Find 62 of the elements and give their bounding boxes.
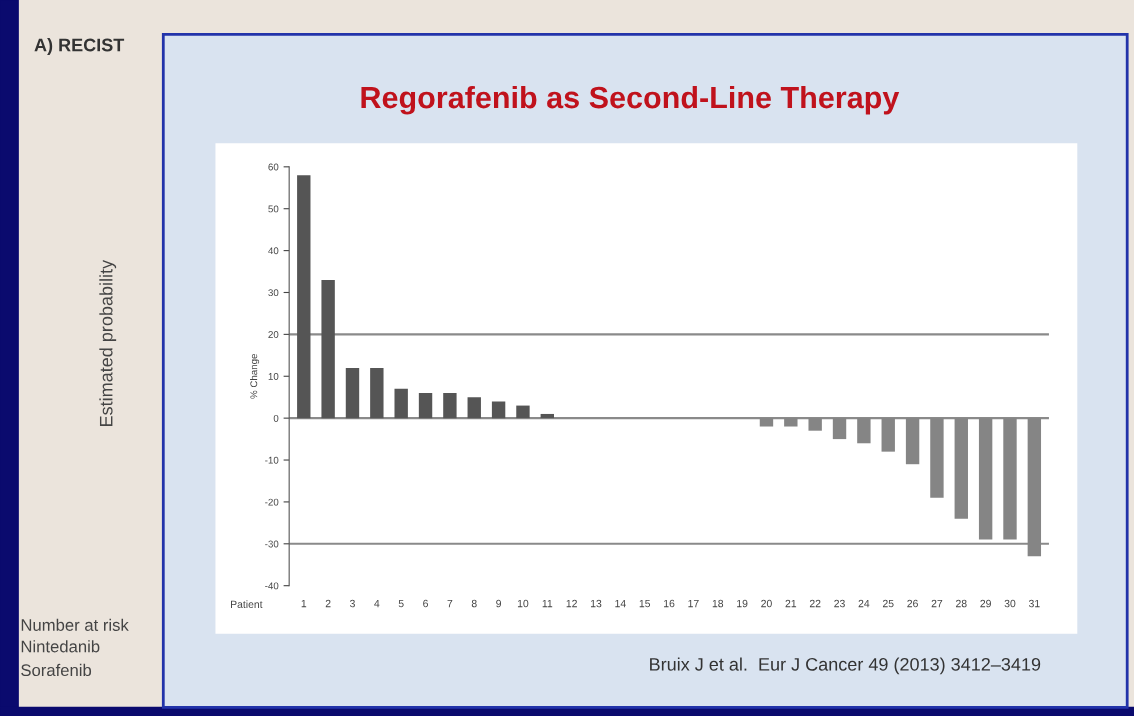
y-tick-label: -10 [265, 456, 279, 464]
bar [467, 397, 481, 419]
x-tick-label: 24 [858, 599, 870, 608]
x-tick-label: 17 [688, 599, 699, 608]
x-tick-label: 1 [301, 599, 307, 608]
y-axis-title: % Change [250, 353, 260, 399]
x-tick-label: 4 [374, 599, 380, 608]
x-tick-label: 29 [980, 599, 991, 608]
y-tick-label: 50 [268, 205, 279, 213]
x-tick-label: 7 [447, 599, 453, 608]
x-tick-label: 11 [542, 599, 553, 608]
bar [297, 175, 311, 419]
text: Number at risk [21, 618, 129, 631]
bar [370, 367, 384, 419]
y-tick-label: 40 [268, 247, 279, 255]
y-tick-label: 20 [268, 331, 279, 338]
x-tick-label: 27 [931, 599, 943, 608]
bar [540, 413, 554, 419]
bar [516, 405, 530, 419]
x-tick-label: 18 [712, 599, 724, 608]
bar [394, 388, 408, 419]
y-tick-label: 60 [268, 163, 279, 171]
x-tick-label: 6 [423, 599, 428, 608]
x-tick-label: 13 [591, 599, 602, 608]
text: Estimated probability [99, 259, 117, 426]
x-tick-label: 28 [956, 599, 967, 608]
y-tick-label: 0 [273, 414, 279, 422]
x-axis-title: Patient [231, 600, 263, 608]
x-tick-label: 21 [785, 599, 797, 608]
x-tick-label: 10 [517, 599, 529, 608]
text: Sorafenib [21, 663, 92, 677]
x-tick-label: 3 [349, 599, 355, 608]
x-tick-label: 20 [761, 599, 772, 608]
x-tick-label: 5 [398, 599, 404, 608]
x-tick-label: 15 [639, 599, 651, 608]
x-tick-label: 16 [664, 599, 675, 608]
x-tick-label: 30 [1004, 599, 1016, 608]
x-tick-label: 14 [615, 599, 626, 608]
y-tick-label: 30 [268, 289, 279, 297]
x-tick-label: 8 [471, 599, 477, 608]
chart-title: Regorafenib as Second-Line Therapy [361, 85, 900, 115]
x-tick-label: 2 [325, 599, 331, 608]
y-tick-label: -20 [265, 498, 279, 506]
bar [321, 279, 335, 419]
y-tick-label: -30 [265, 540, 279, 548]
x-tick-label: 31 [1028, 599, 1040, 608]
x-tick-label: 12 [566, 599, 577, 608]
bar [418, 393, 433, 419]
x-tick-label: 25 [882, 599, 894, 608]
x-tick-label: 22 [809, 599, 821, 608]
text: Bruix J et al. Eur J Cancer 49 (2013) 3412–3419 [650, 657, 1041, 675]
text: A) RECIST [34, 38, 125, 55]
bar [443, 393, 457, 419]
x-tick-label: 23 [834, 599, 845, 608]
text: Nintedanib [21, 640, 100, 653]
x-tick-label: 19 [737, 599, 748, 608]
bar [345, 367, 360, 419]
y-tick-label: -40 [265, 582, 279, 590]
x-tick-label: 26 [907, 599, 918, 608]
bar [491, 401, 506, 419]
x-tick-label: 9 [496, 599, 501, 608]
y-tick-label: 10 [268, 372, 279, 380]
